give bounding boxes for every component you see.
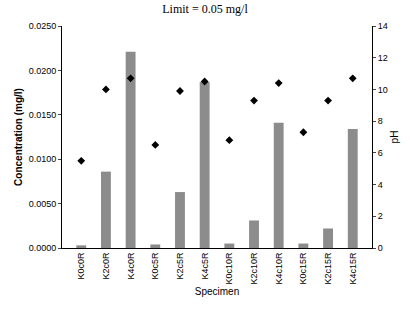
svg-text:K4c0R: K4c0R <box>126 252 136 280</box>
svg-text:K2c5R: K2c5R <box>175 252 185 280</box>
svg-text:0: 0 <box>378 243 383 253</box>
svg-text:Specimen: Specimen <box>195 286 239 297</box>
svg-text:K2c10R: K2c10R <box>249 252 259 285</box>
svg-text:K0c15R: K0c15R <box>298 252 308 285</box>
svg-text:Concentration (mg/l): Concentration (mg/l) <box>13 88 24 186</box>
svg-text:0.0200: 0.0200 <box>29 66 57 76</box>
svg-text:0.0250: 0.0250 <box>29 21 57 31</box>
svg-text:K4c10R: K4c10R <box>274 252 284 285</box>
svg-text:0.0100: 0.0100 <box>29 154 57 164</box>
svg-text:0.0050: 0.0050 <box>29 199 57 209</box>
svg-text:K2c0R: K2c0R <box>101 252 111 280</box>
svg-text:8: 8 <box>378 116 383 126</box>
svg-text:K0c5R: K0c5R <box>150 252 160 280</box>
svg-text:12: 12 <box>378 53 388 63</box>
svg-text:K4c5R: K4c5R <box>200 252 210 280</box>
svg-text:pH: pH <box>389 131 400 144</box>
svg-text:2: 2 <box>378 211 383 221</box>
svg-text:K4c15R: K4c15R <box>348 252 358 285</box>
svg-text:6: 6 <box>378 148 383 158</box>
svg-text:10: 10 <box>378 85 388 95</box>
svg-text:0.0000: 0.0000 <box>29 243 57 253</box>
svg-text:K2c15R: K2c15R <box>323 252 333 285</box>
svg-text:Limit = 0.05 mg/l: Limit = 0.05 mg/l <box>162 2 248 16</box>
svg-text:4: 4 <box>378 180 383 190</box>
svg-text:K0c0R: K0c0R <box>76 252 86 280</box>
svg-text:14: 14 <box>378 21 388 31</box>
svg-text:K0c10R: K0c10R <box>224 252 234 285</box>
svg-text:0.0150: 0.0150 <box>29 110 57 120</box>
